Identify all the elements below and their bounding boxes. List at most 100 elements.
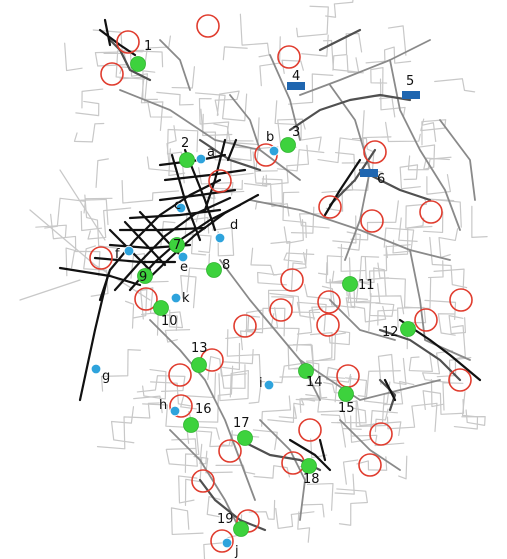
street-segment: [345, 297, 369, 317]
street-segment: [378, 96, 396, 118]
street-segment: [147, 100, 173, 118]
street-segment: [357, 370, 401, 398]
street-segment: [261, 395, 292, 427]
street-segment: [322, 39, 360, 73]
highway-segment: [58, 266, 142, 287]
street-segment: [350, 200, 399, 241]
highway-segment: [383, 378, 397, 402]
street-segment: [44, 197, 86, 229]
street-segment: [270, 313, 300, 352]
blue-marker-label-h: h: [159, 398, 167, 413]
street-segment: [75, 100, 100, 117]
blue-marker-label-j: j: [234, 544, 239, 559]
street-segment: [317, 110, 365, 164]
street-segment: [275, 507, 315, 530]
highway-segment: [323, 158, 362, 217]
red-circle-marker: [208, 169, 232, 193]
street-segment: [344, 377, 391, 405]
street-segment: [140, 287, 178, 331]
street-segment: [422, 390, 465, 415]
green-marker-2: [179, 152, 195, 168]
street-segment: [374, 408, 389, 433]
street-segment: [250, 247, 284, 276]
street-segment: [142, 368, 167, 400]
blue-marker-h: [169, 405, 181, 417]
street-segment: [220, 342, 246, 389]
street-segment: [387, 25, 407, 56]
street-segment: [146, 156, 178, 173]
street-segment: [81, 88, 104, 109]
red-circle-marker: [196, 14, 220, 38]
street-segment: [386, 402, 438, 433]
red-circle-marker: [116, 30, 140, 54]
green-marker-12: [400, 321, 416, 337]
green-marker-label-7: 7: [173, 238, 181, 253]
blue-marker-label-f: f: [115, 247, 120, 262]
street-segment: [186, 253, 211, 293]
red-circle-marker: [419, 200, 443, 224]
street-segment: [437, 313, 456, 336]
main-road-segment: [149, 319, 256, 501]
major-road-segment: [378, 378, 397, 412]
street-segment: [35, 224, 67, 238]
street-segment: [383, 227, 415, 254]
street-segment: [239, 13, 270, 58]
street-segment: [310, 438, 328, 459]
street-segment: [349, 410, 398, 443]
major-road-segment: [198, 138, 262, 172]
highway-segment: [98, 28, 137, 57]
street-segment: [73, 122, 105, 143]
street-segment: [301, 503, 325, 518]
green-marker-7: [169, 237, 185, 253]
green-marker-11: [342, 276, 358, 292]
street-segment: [408, 352, 433, 373]
street-segment: [296, 308, 323, 335]
street-segment: [296, 5, 329, 38]
street-segment: [184, 211, 212, 254]
street-segment: [84, 194, 118, 263]
blue-marker-b: [268, 145, 280, 157]
street-segment: [149, 381, 192, 407]
street-segment: [130, 253, 169, 283]
street-segment: [83, 245, 109, 297]
red-circle-marker: [369, 422, 393, 446]
green-marker-13: [191, 357, 207, 373]
green-marker-layer: [130, 56, 416, 537]
street-segment: [220, 430, 233, 447]
street-segment: [368, 245, 405, 315]
street-segment: [50, 213, 77, 277]
main-road-segment: [299, 39, 431, 96]
street-segment: [442, 382, 464, 411]
street-segment: [422, 211, 444, 234]
street-segment: [377, 309, 397, 326]
green-marker-label-18: 18: [303, 472, 320, 487]
street-segment: [203, 541, 232, 559]
street-segment: [334, 151, 356, 183]
street-segment: [221, 348, 254, 365]
green-marker-label-14: 14: [306, 375, 323, 390]
street-segment: [239, 307, 286, 351]
red-circle-marker: [269, 298, 293, 322]
blue-marker-i: [263, 379, 275, 391]
red-circle-marker: [218, 439, 242, 463]
blue-marker-label-b: b: [266, 130, 274, 145]
green-marker-label-9: 9: [139, 270, 147, 285]
street-segment: [95, 158, 109, 188]
street-segment: [100, 349, 141, 392]
street-segment: [261, 144, 310, 186]
rect-marker-label-4: 4: [292, 69, 300, 84]
street-segment: [325, 262, 381, 304]
blue-marker-label-a: a: [207, 145, 215, 160]
street-segment: [194, 92, 248, 122]
highway-segment: [123, 220, 167, 267]
green-marker-label-2: 2: [181, 136, 189, 151]
street-segment: [398, 455, 408, 480]
red-circle-marker: [233, 314, 257, 338]
highway-segment: [103, 18, 112, 47]
street-segment: [331, 257, 351, 283]
street-segment: [278, 406, 297, 419]
blue-marker-g: [90, 363, 102, 375]
main-road-segment: [439, 119, 476, 201]
street-segment: [283, 219, 304, 244]
